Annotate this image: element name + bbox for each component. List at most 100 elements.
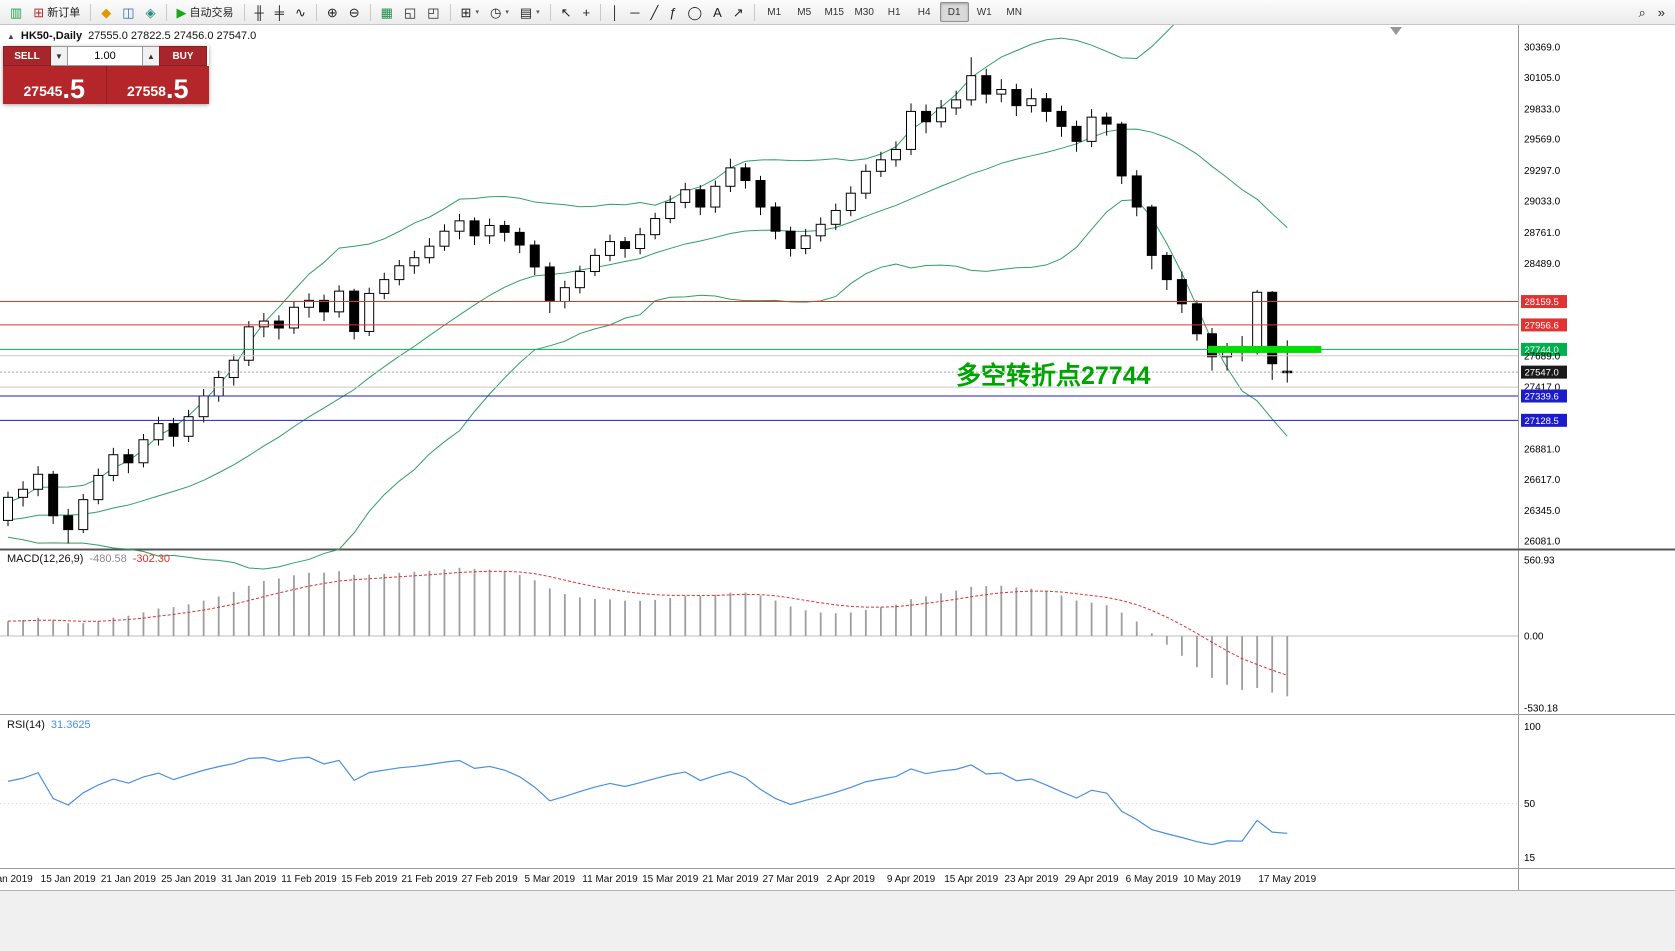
macd-scale-label: 0.00 xyxy=(1524,632,1544,643)
scroll-right-icon[interactable]: » xyxy=(1653,1,1670,23)
shapes-icon[interactable]: ◯ xyxy=(683,1,708,23)
date-label: 29 Apr 2019 xyxy=(1065,874,1119,885)
toolbar-group: ⊕ ⊖ xyxy=(320,1,367,23)
sell-price-box[interactable]: 27545 .5 xyxy=(3,66,107,104)
price-scale-label: 30105.0 xyxy=(1524,73,1561,84)
navigator-icon[interactable]: ◈ xyxy=(141,1,161,23)
vertical-line-icon[interactable]: │ xyxy=(606,1,624,23)
zoom-out-icon[interactable]: ⊖ xyxy=(344,1,365,23)
volume-decrease-button[interactable]: ▼ xyxy=(51,46,67,66)
price-tag-text: 27339.6 xyxy=(1525,392,1559,403)
arrow-tools-icon: ↗ xyxy=(732,4,744,20)
price-scale-label: 29833.0 xyxy=(1524,104,1561,115)
buy-price-pips: .5 xyxy=(165,74,189,105)
templates-icon[interactable]: ▤ ▾ xyxy=(515,1,545,23)
date-label: 27 Mar 2019 xyxy=(763,874,820,885)
date-label: 15 Jan 2019 xyxy=(41,874,96,885)
date-axis[interactable]: 9 Jan 2019 15 Jan 2019 21 Jan 2019 25 Jan 2… xyxy=(0,874,1317,885)
timeframe-h4-button[interactable]: H4 xyxy=(917,6,931,18)
price-scale-label: 26881.0 xyxy=(1524,444,1561,455)
price-scale[interactable]: 30369.0 30105.0 29833.0 29569.0 29297.0 29033… xyxy=(1521,43,1567,548)
quick-search-icon: ⌕ xyxy=(1638,4,1646,20)
arrow-tools-icon[interactable]: ↗ xyxy=(728,1,749,23)
timeframe-m30-button[interactable]: M30 xyxy=(854,6,874,18)
price-tag-text: 27744.0 xyxy=(1525,345,1559,356)
price-tag-27128.5 xyxy=(1521,413,1567,427)
chevron-down-icon: ▾ xyxy=(536,9,540,16)
date-label: 15 Mar 2019 xyxy=(642,874,699,885)
cursor-icon[interactable]: ↖ xyxy=(556,1,577,23)
timeframe-mn-button[interactable]: MN xyxy=(1006,6,1022,18)
horizontal-line-icon: ─ xyxy=(630,4,640,20)
toolbar-separator xyxy=(315,3,317,21)
candlestick-chart-icon[interactable]: ╪ xyxy=(270,1,289,23)
crosshair-icon[interactable]: + xyxy=(578,1,596,23)
bar-chart-icon[interactable]: ╫ xyxy=(250,1,269,23)
line-chart-icon[interactable]: ∿ xyxy=(290,1,311,23)
highlight-zone[interactable] xyxy=(1208,345,1322,353)
zoom-in-icon[interactable]: ⊕ xyxy=(322,1,343,23)
price-tag-text: 27128.5 xyxy=(1525,416,1559,427)
zoom-out-icon: ⊖ xyxy=(348,4,360,20)
timeframe-group: M1 M5 M15 M30 H1 H4 D1 W1 MN xyxy=(758,2,1031,22)
sell-button[interactable]: SELL xyxy=(3,46,51,66)
cascade-windows-icon: ◰ xyxy=(427,4,440,20)
timeframe-d1-button[interactable]: D1 xyxy=(939,2,969,22)
timeframe-w1-button[interactable]: W1 xyxy=(976,6,992,18)
buy-price-box[interactable]: 27558 .5 xyxy=(106,66,209,105)
quick-search-icon[interactable]: ⌕ xyxy=(1633,1,1650,23)
sell-price-pips: .5 xyxy=(62,74,85,105)
tile-windows-icon[interactable]: ◱ xyxy=(399,1,421,23)
data-window-icon[interactable]: ◫ xyxy=(117,1,139,23)
fibonacci-icon[interactable]: ƒ xyxy=(664,1,681,23)
macd-scale-label: 560.93 xyxy=(1524,555,1555,566)
toolbar-group: ▦ ◱ ◰ xyxy=(374,1,447,23)
one-click-trade-panel: SELL ▼ ▲ BUY 27545 .5 27558 .5 xyxy=(3,46,209,104)
toolbar-separator xyxy=(165,3,167,21)
templates-icon: ▤ xyxy=(519,4,533,20)
price-scale-label: 26081.0 xyxy=(1524,537,1561,548)
periods-icon[interactable]: ◷ ▾ xyxy=(485,1,514,23)
date-label: 31 Jan 2019 xyxy=(221,874,276,885)
autotrading-icon: ▶ xyxy=(176,4,187,20)
horizontal-line-icon[interactable]: ─ xyxy=(625,1,644,23)
timeframe-m15-button[interactable]: M15 xyxy=(824,6,844,18)
trendline-icon: ╱ xyxy=(650,4,659,20)
new-order-button[interactable]: ⊞ 新订单 xyxy=(28,1,85,23)
rsi-scale-label: 15 xyxy=(1524,853,1536,864)
bb-lower-band xyxy=(7,199,1288,570)
price-tag-text: 27956.6 xyxy=(1525,320,1559,331)
rsi-value: 31.3625 xyxy=(50,719,91,731)
timeframe-m1-button[interactable]: M1 xyxy=(767,6,782,18)
text-label-icon[interactable]: A xyxy=(708,1,727,23)
price-tag-text: 27547.0 xyxy=(1525,368,1559,379)
market-watch-icon[interactable]: ◆ xyxy=(96,1,116,23)
date-label: 9 Apr 2019 xyxy=(887,874,936,885)
toolbar-group: ▶ 自动交易 xyxy=(170,1,241,23)
collapse-trade-panel-icon[interactable]: ▲ xyxy=(7,31,15,41)
cascade-windows-icon[interactable]: ◰ xyxy=(422,1,444,23)
text-label-icon: A xyxy=(713,4,722,20)
price-level-label: 27689.0 xyxy=(1524,351,1561,362)
toolbar-separator xyxy=(369,3,371,21)
buy-button[interactable]: BUY xyxy=(159,46,207,66)
new-chart-icon[interactable]: ⊞ ▾ xyxy=(456,1,484,23)
date-label: 21 Feb 2019 xyxy=(401,874,458,885)
volume-input[interactable] xyxy=(67,46,143,66)
autotrading-button[interactable]: ▶ 自动交易 xyxy=(172,1,239,23)
timeframe-m5-button[interactable]: M5 xyxy=(797,6,812,18)
toolbar-separator xyxy=(449,3,451,21)
trade-panel-prices: 27545 .5 27558 .5 xyxy=(3,66,209,104)
bb-middle-band xyxy=(7,128,1288,521)
trendline-icon[interactable]: ╱ xyxy=(645,1,663,23)
app-icon[interactable]: ▥ xyxy=(5,1,27,23)
toolbar-group: ▥ ⊞ 新订单 xyxy=(3,1,87,23)
grid-icon[interactable]: ▦ xyxy=(376,1,398,23)
timeframe-h1-button[interactable]: H1 xyxy=(887,6,901,18)
volume-increase-button[interactable]: ▲ xyxy=(143,46,159,66)
rsi-indicator-label: RSI(14) 31.3625 xyxy=(7,719,91,731)
price-scale-label: 26345.0 xyxy=(1524,506,1561,517)
price-tag-text: 28159.5 xyxy=(1525,297,1559,308)
vertical-line-icon: │ xyxy=(611,4,620,20)
chart-frame xyxy=(0,25,1675,951)
